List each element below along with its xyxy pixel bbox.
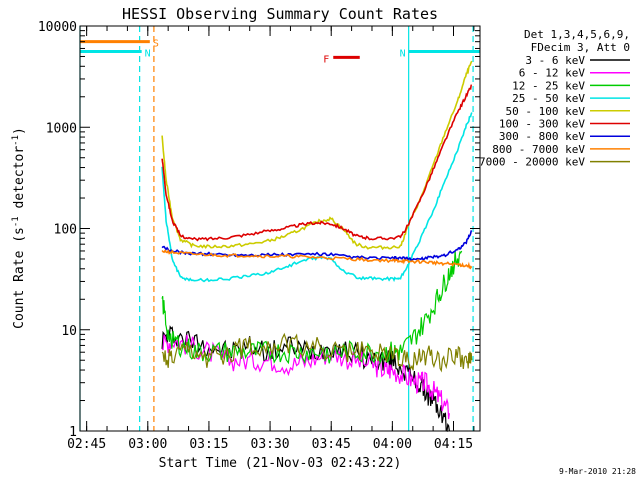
y-axis-label: Count Rate (s-1 detector-1) (11, 127, 27, 329)
legend-label-7: 300 - 800 keV (499, 130, 585, 143)
flag-label-4: F (323, 54, 329, 65)
x-tick-label: 03:30 (251, 437, 290, 452)
x-tick-label: 03:45 (312, 437, 351, 452)
x-axis-label: Start Time (21-Nov-03 02:43:22) (159, 456, 402, 471)
y-tick-label: 10000 (38, 20, 77, 35)
legend-label-6: 100 - 300 keV (499, 118, 585, 131)
x-tick-label: 02:45 (67, 437, 106, 452)
flag-label-2: N (145, 48, 151, 59)
series-line-4 (161, 112, 473, 283)
x-tick-label: 03:15 (189, 437, 228, 452)
y-tick-label: 1 (69, 425, 77, 440)
x-tick-label: 04:00 (373, 437, 412, 452)
y-tick-label: 10 (61, 324, 77, 339)
flag-label-3: N (400, 48, 406, 59)
series-line-3 (161, 250, 463, 365)
flag-label-1: S (153, 39, 159, 50)
y-tick-label: 100 (54, 223, 77, 238)
y-axis-label-mid: detector (12, 146, 27, 217)
legend: Det 1,3,4,5,6,9, FDecim 3, Att 0 3 - 6 k… (479, 28, 630, 169)
legend-label-9: 7000 - 20000 keV (479, 156, 585, 169)
y-axis-label-end: ) (12, 127, 27, 135)
legend-label-4: 25 - 50 keV (512, 92, 585, 105)
legend-label-8: 800 - 7000 keV (492, 143, 585, 156)
chart-title: HESSI Observing Summary Count Rates (122, 5, 438, 23)
legend-header-line-1: Det 1,3,4,5,6,9, (524, 28, 630, 41)
legend-header-line-2: FDecim 3, Att 0 (531, 41, 630, 54)
legend-label-2: 6 - 12 keV (519, 67, 586, 80)
x-tick-label: 03:00 (128, 437, 167, 452)
series-line-6 (161, 84, 472, 242)
plot-layer: SN NF (79, 26, 480, 433)
series-line-9 (161, 332, 473, 373)
y-axis-label-sup1: -1 (11, 216, 21, 227)
y-axis: 1 10 100 1000 10000 (38, 20, 480, 440)
y-axis-label-main: Count Rate (s (12, 227, 27, 329)
x-axis: 02:45 03:00 03:15 03:30 03:45 04:00 04:15 (67, 26, 475, 452)
series-line-8 (161, 249, 473, 270)
legend-label-1: 3 - 6 keV (525, 54, 585, 67)
legend-label-3: 12 - 25 keV (512, 79, 585, 92)
y-axis-label-sup2: -1 (11, 135, 21, 146)
footer-timestamp: 9-Mar-2010 21:28 (559, 467, 636, 476)
legend-label-5: 50 - 100 keV (506, 105, 586, 118)
x-tick-label: 04:15 (434, 437, 473, 452)
y-tick-label: 1000 (46, 121, 77, 136)
series-line-5 (161, 60, 473, 251)
